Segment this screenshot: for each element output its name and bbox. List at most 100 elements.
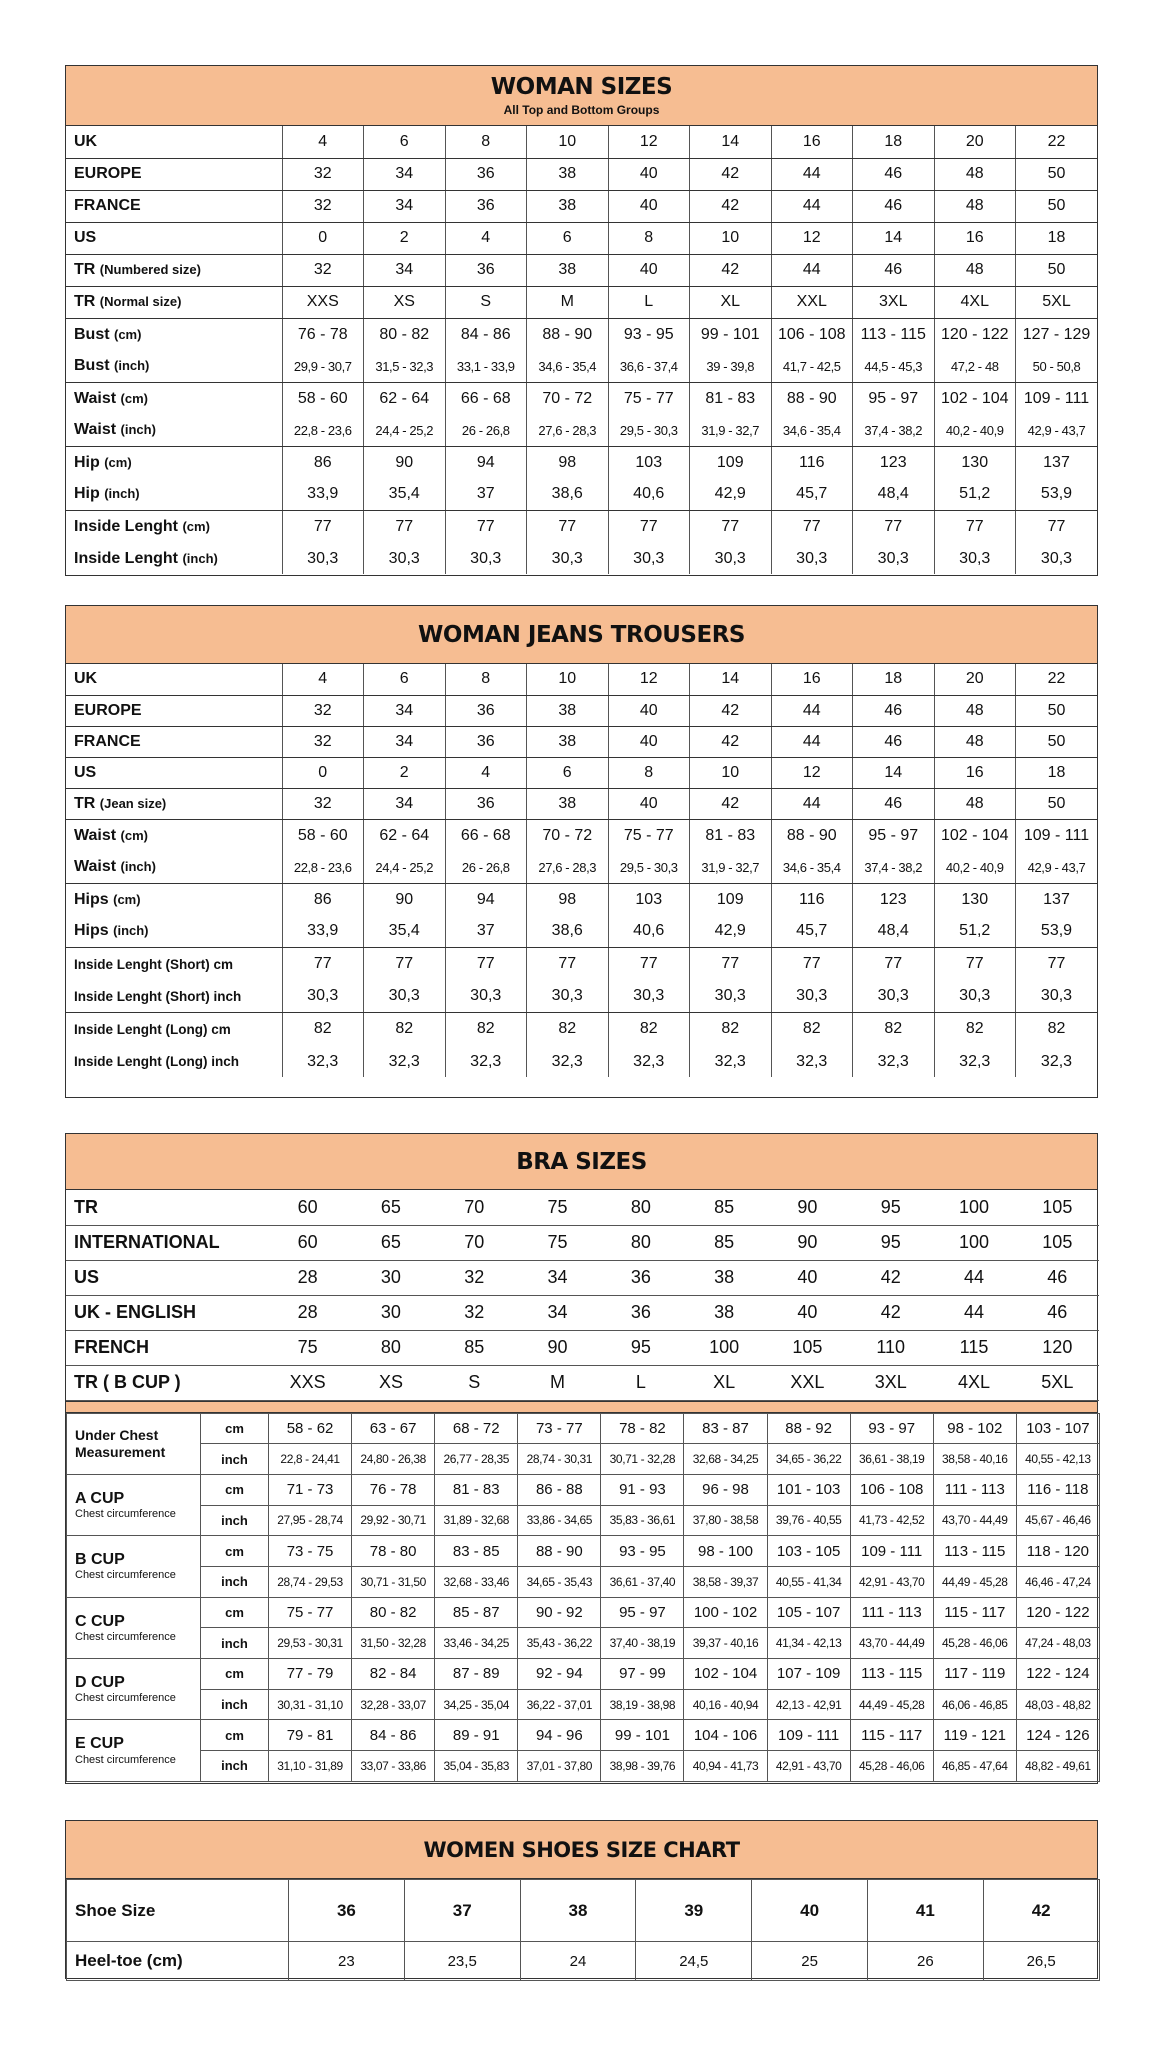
table-cell: 98 - 100 bbox=[683, 1535, 768, 1567]
table-cell: 24,80 - 26,38 bbox=[351, 1443, 436, 1475]
table-cell: 29,9 - 30,7 bbox=[282, 351, 364, 383]
table-cell: 32 bbox=[282, 158, 364, 191]
table-cell: 38 bbox=[682, 1295, 766, 1331]
table-cell: 22 bbox=[1015, 664, 1097, 696]
table-cell: 81 - 83 bbox=[434, 1473, 519, 1506]
table-cell: 90 - 92 bbox=[517, 1596, 602, 1629]
table-row: FRANCE 32 34 36 38 40 42 44 46 48 50 bbox=[66, 190, 1097, 223]
row-label-text: TR bbox=[74, 261, 100, 278]
row-label-text: FRANCE bbox=[74, 197, 141, 214]
table-cell: 90 bbox=[363, 446, 446, 479]
table-cell: 26,77 - 28,35 bbox=[434, 1443, 519, 1475]
table-cell: 39 bbox=[635, 1879, 753, 1942]
table-cell: 30,3 bbox=[1040, 549, 1073, 567]
table-cell: 100 bbox=[932, 1225, 1016, 1261]
table-cell: 103 bbox=[608, 446, 690, 479]
table-cell: 85 - 87 bbox=[434, 1596, 519, 1629]
table-cell: XS bbox=[349, 1365, 433, 1401]
row-unit: (inch) bbox=[104, 486, 140, 502]
table-cell: 31,9 - 32,7 bbox=[689, 415, 772, 447]
table-cell: 46 bbox=[1015, 1295, 1099, 1331]
table-cell: 38 bbox=[682, 1260, 766, 1296]
table-cell: 115 - 117 bbox=[932, 1596, 1017, 1629]
table-row: FRANCE 32 34 36 38 40 42 44 46 48 50 bbox=[66, 726, 1097, 758]
table-cell: 79 - 81 bbox=[267, 1719, 353, 1752]
table-cell: 30 bbox=[349, 1260, 433, 1296]
table-cell: 36,61 - 37,40 bbox=[600, 1565, 685, 1598]
table-title: WOMAN SIZES bbox=[490, 74, 673, 100]
table-cell: 10 bbox=[689, 757, 772, 789]
row-label: Heel-toe (cm) bbox=[66, 1941, 289, 1981]
table-cell: 30,3 bbox=[1015, 981, 1097, 1013]
row-unit: (inch) bbox=[120, 422, 156, 438]
row-label-text: US bbox=[74, 763, 97, 781]
table-cell: 82 bbox=[689, 1012, 772, 1046]
table-cell: 123 bbox=[852, 883, 935, 916]
table-cell: 22,8 - 23,6 bbox=[282, 852, 364, 884]
row-label-text: A CUP bbox=[75, 1489, 125, 1507]
row-label: TR ( B CUP ) bbox=[66, 1365, 266, 1401]
table-cell: 44 bbox=[771, 190, 853, 223]
table-cell: 86 bbox=[282, 883, 364, 916]
table-cell: 42,9 - 43,7 bbox=[1015, 852, 1097, 884]
table-row: Waist (cm) 58 - 60 62 - 64 66 - 68 70 - 72 75… bbox=[66, 819, 1097, 852]
table-cell: 65 bbox=[349, 1190, 433, 1226]
table-cell: 33,1 - 33,9 bbox=[445, 351, 527, 383]
table-cell: 24,5 bbox=[635, 1941, 753, 1981]
table-cell: 12 bbox=[608, 664, 690, 696]
table-cell: 99 - 101 bbox=[600, 1719, 685, 1752]
table-cell: 32,3 bbox=[852, 1046, 935, 1077]
table-cell: 101 - 103 bbox=[766, 1473, 851, 1506]
table-cell: 34,25 - 35,04 bbox=[434, 1688, 519, 1721]
row-label: Bust (inch) bbox=[66, 351, 283, 383]
table-cell: 24 bbox=[519, 1941, 637, 1981]
row-label-text: Hip bbox=[74, 453, 105, 471]
table-cell: 38 bbox=[526, 158, 609, 191]
table-cell: 23,5 bbox=[403, 1941, 521, 1981]
table-cell: 34 bbox=[363, 695, 446, 727]
table-cell: 32,3 bbox=[771, 1046, 853, 1077]
table-cell: 130 bbox=[934, 883, 1016, 916]
table-cell: 47,2 - 48 bbox=[934, 351, 1016, 383]
table-cell: 83 - 87 bbox=[683, 1412, 768, 1445]
table-cell: 30,3 bbox=[852, 543, 935, 574]
table-cell: 40 bbox=[608, 254, 690, 287]
table-cell: 77 bbox=[852, 510, 935, 543]
table-cell: 91 - 93 bbox=[600, 1473, 685, 1506]
table-cell: 26 - 26,8 bbox=[445, 415, 527, 447]
table-cell: 95 - 97 bbox=[852, 382, 935, 415]
table-cell: 34 bbox=[363, 158, 446, 191]
table-cell: 38 bbox=[526, 190, 609, 223]
table-cell: 113 - 115 bbox=[849, 1658, 934, 1690]
row-label-text: E CUP bbox=[75, 1735, 124, 1753]
table-cell: 16 bbox=[771, 126, 853, 159]
table-cell: 14 bbox=[852, 222, 935, 255]
row-label: D CUP Chest circumference bbox=[66, 1657, 201, 1721]
unit-label: inch bbox=[200, 1443, 269, 1475]
table-cell: 109 - 111 bbox=[849, 1535, 934, 1567]
row-label: Waist (inch) bbox=[66, 852, 283, 884]
table-cell: 40 bbox=[608, 190, 690, 223]
table-row: TR (Numbered size) 32 34 36 38 40 42 44 46 48 50 bbox=[66, 254, 1097, 287]
table-cell: 90 bbox=[515, 1330, 600, 1366]
table-cell: 116 bbox=[771, 446, 853, 479]
table-cell: 14 bbox=[689, 126, 772, 159]
table-cell: 50 bbox=[1015, 695, 1097, 727]
table-cell: 42 bbox=[849, 1295, 933, 1331]
table-cell: 30,71 - 31,50 bbox=[351, 1565, 436, 1598]
table-cell: 6 bbox=[363, 664, 446, 696]
table-cell: 32 bbox=[282, 695, 364, 727]
row-label-text: UK bbox=[74, 670, 98, 688]
table-cell: 77 bbox=[363, 947, 446, 981]
table-cell: 34 bbox=[363, 726, 446, 758]
table-cell: 82 bbox=[363, 1012, 446, 1046]
table-cell: 5XL bbox=[1015, 1365, 1099, 1401]
row-label: TR (Normal size) bbox=[66, 286, 283, 319]
table-cell: 32 bbox=[432, 1260, 516, 1296]
table-cell: 32,3 bbox=[282, 1046, 364, 1077]
table-cell: 4XL bbox=[934, 286, 1016, 319]
table-cell: 48,03 - 48,82 bbox=[1015, 1688, 1100, 1721]
table-cell: 12 bbox=[771, 757, 853, 789]
table-cell: 4 bbox=[445, 757, 527, 789]
table-cell: 78 - 80 bbox=[351, 1535, 436, 1567]
